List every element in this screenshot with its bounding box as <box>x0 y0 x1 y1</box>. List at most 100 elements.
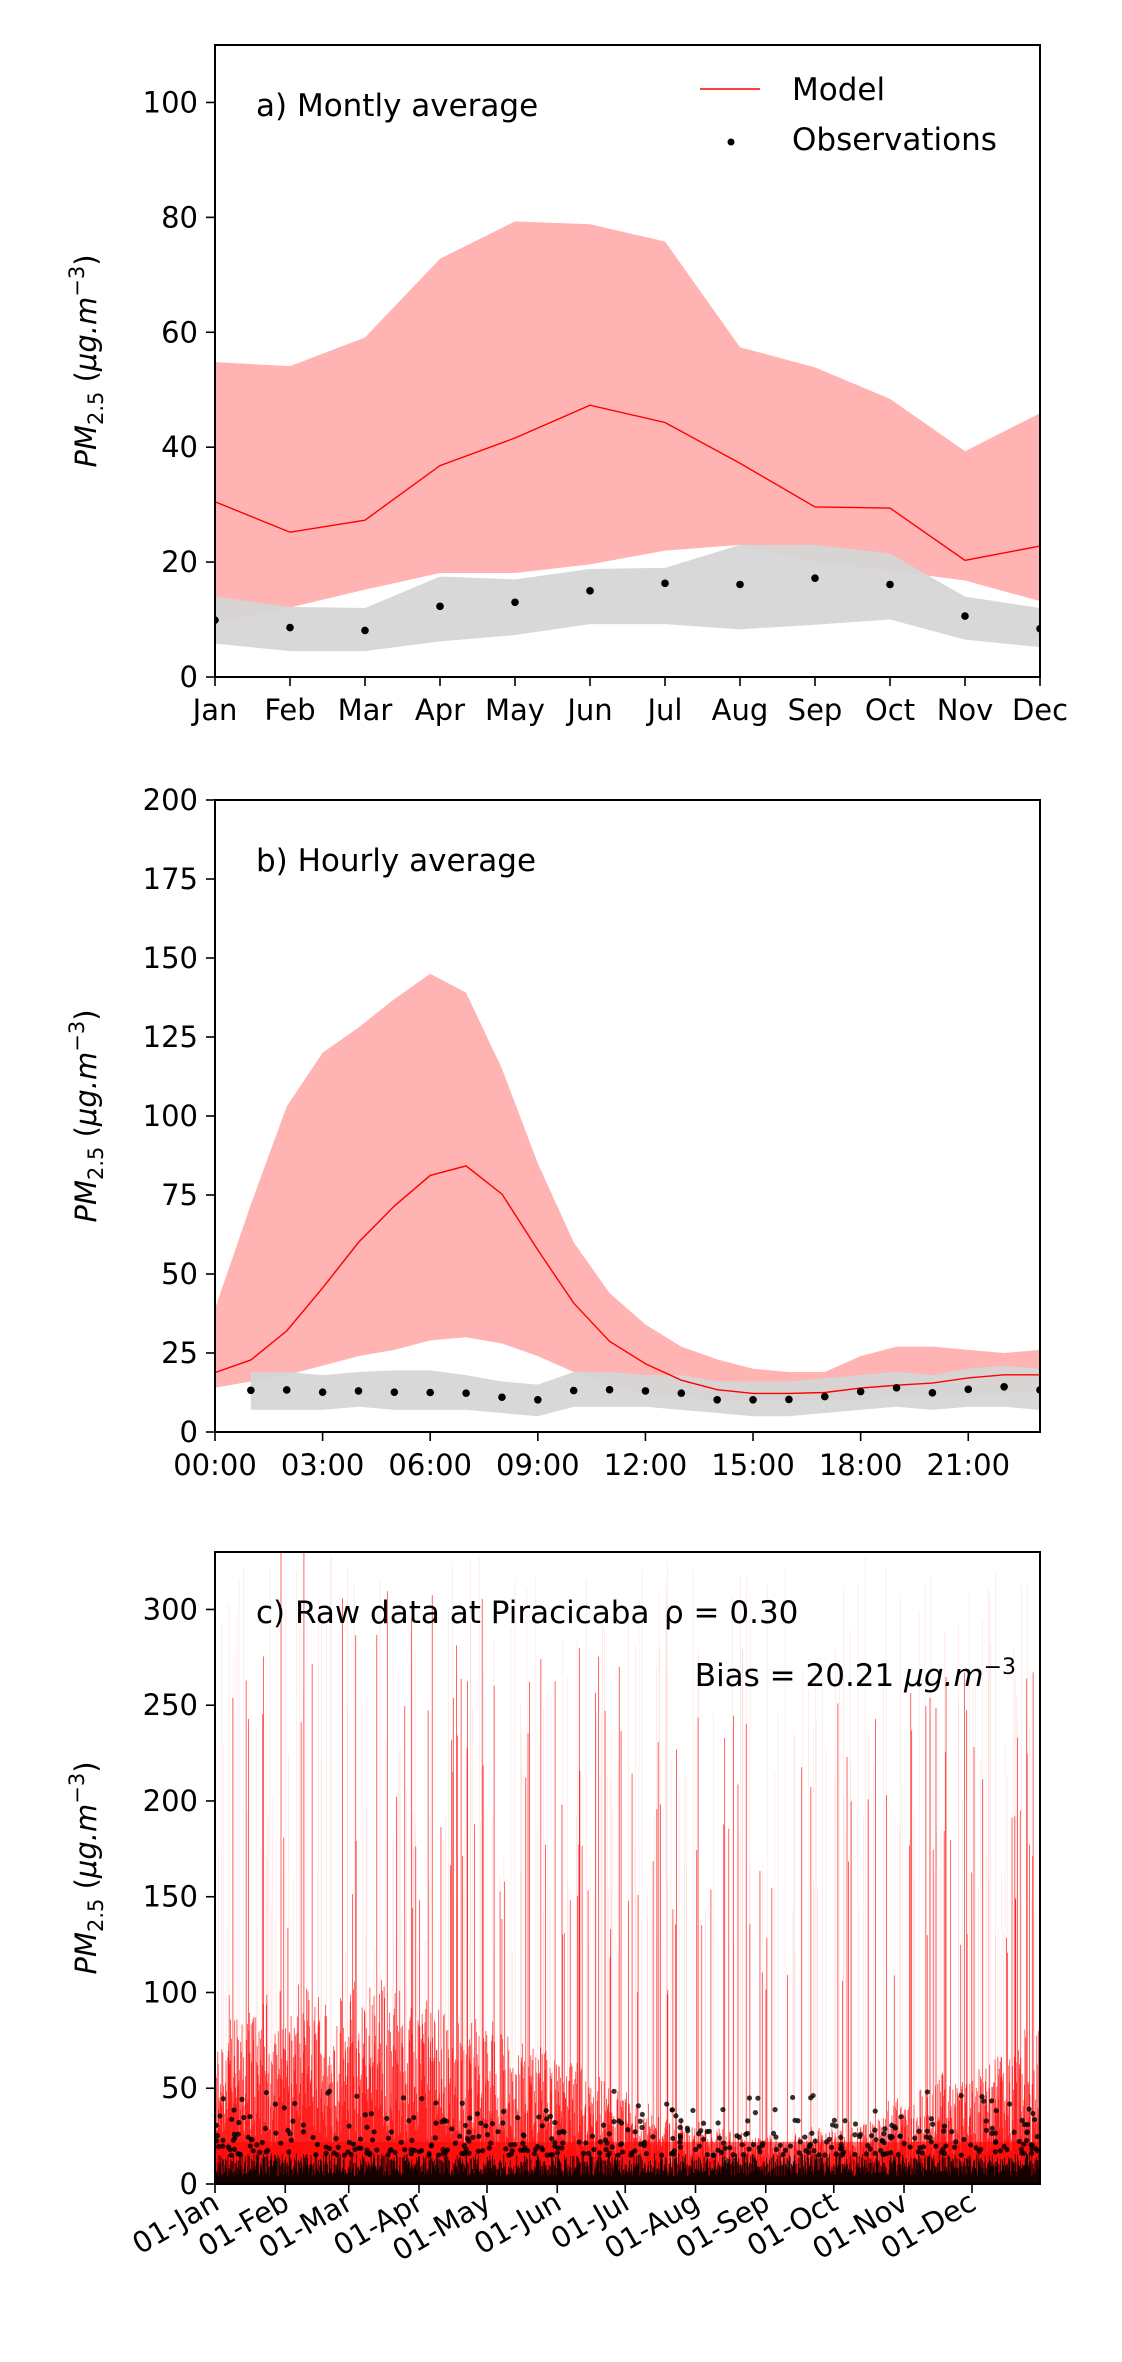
y-axis-label-b: PM2.5 (μg.m−3) <box>65 1009 108 1222</box>
observation-raw-point <box>924 2089 930 2095</box>
observation-raw-point <box>625 2127 631 2133</box>
observation-raw-point <box>488 2140 494 2146</box>
x-tick-label: 03:00 <box>281 1448 365 1482</box>
observation-raw-point <box>704 2152 710 2158</box>
observation-raw-point <box>560 2140 566 2146</box>
observation-raw-point <box>989 2098 995 2104</box>
observation-raw-point <box>364 2124 370 2130</box>
observation-raw-point <box>698 2128 704 2134</box>
observation-raw-point <box>533 2146 539 2152</box>
observation-raw-point <box>371 2129 377 2135</box>
observation-raw-point <box>611 2119 617 2125</box>
y-tick-label: 250 <box>143 1688 198 1722</box>
observation-raw-point <box>839 2151 846 2158</box>
observation-raw-point <box>797 2139 803 2145</box>
y-axis-label-a: PM2.5 (μg.m−3) <box>65 254 108 467</box>
observation-raw-point <box>1026 2106 1032 2112</box>
observation-point <box>661 579 669 588</box>
observation-raw-point <box>597 2139 603 2145</box>
observation-raw-point <box>286 2149 292 2155</box>
observation-raw-point <box>459 2150 465 2157</box>
observation-raw-point <box>589 2133 596 2139</box>
observation-raw-point <box>606 2131 612 2137</box>
observation-raw-point <box>868 2133 875 2139</box>
observation-raw-point <box>983 2127 989 2133</box>
observation-raw-point <box>583 2140 589 2146</box>
observation-raw-point <box>811 2148 817 2154</box>
observation-raw-point <box>543 2107 549 2114</box>
observation-raw-point <box>746 2146 752 2152</box>
observation-raw-point <box>452 2140 459 2146</box>
observation-raw-point <box>889 2122 895 2128</box>
observation-raw-point <box>576 2139 582 2145</box>
observation-raw-point <box>443 2118 450 2124</box>
model-raw-series <box>215 1552 1040 2184</box>
y-ticks-b: 0 25 50 75 100 125 150 175 200 <box>143 783 215 1449</box>
observation-raw-point <box>1028 2150 1035 2156</box>
observation-raw-point <box>560 2128 566 2135</box>
observation-raw-point <box>263 2089 269 2096</box>
observation-raw-point <box>500 2108 507 2115</box>
x-tick-label: 18:00 <box>819 1448 903 1482</box>
observation-raw-point <box>715 2147 721 2153</box>
observation-raw-point <box>247 2113 253 2120</box>
observation-raw-point <box>973 2145 979 2151</box>
observation-raw-point <box>795 2118 801 2124</box>
observation-raw-point <box>812 2138 818 2144</box>
observation-raw-point <box>459 2100 465 2106</box>
observation-raw-point <box>838 2142 844 2148</box>
observation-raw-point <box>231 2107 237 2113</box>
panel-a-monthly-average: 0 20 40 60 80 100 Jan Feb Mar Apr May Jun Jul Aug Sep… <box>65 44 1068 727</box>
observation-raw-point <box>352 2146 358 2153</box>
observation-point <box>318 1388 327 1396</box>
observation-raw-point <box>997 2148 1004 2154</box>
panel-c-title: c) Raw data at Piracicaba <box>256 1595 649 1631</box>
observation-raw-point <box>354 2093 360 2099</box>
y-tick-label: 50 <box>161 1257 198 1291</box>
observation-raw-point <box>489 2121 496 2127</box>
observation-raw-point <box>515 2115 521 2121</box>
observation-raw-point <box>522 2145 528 2151</box>
observation-raw-point <box>777 2142 783 2148</box>
observation-raw-point <box>928 2116 935 2122</box>
observation-raw-point <box>1024 2137 1030 2144</box>
observation-raw-point <box>780 2152 786 2158</box>
observation-raw-point <box>632 2148 638 2154</box>
observation-raw-point <box>838 2134 844 2140</box>
observation-raw-point <box>398 2139 404 2145</box>
observation-raw-point <box>833 2151 839 2157</box>
x-tick-label: Apr <box>415 693 465 727</box>
y-tick-label: 150 <box>143 941 198 975</box>
observation-raw-point <box>272 2101 279 2107</box>
observation-raw-point <box>981 2098 987 2104</box>
y-axis-label-c: PM2.5 (μg.m−3) <box>65 1761 108 1974</box>
observation-raw-point <box>263 2149 269 2155</box>
observation-raw-point <box>898 2114 904 2120</box>
observation-point <box>462 1389 470 1397</box>
x-tick-label: Jul <box>646 693 683 727</box>
observation-raw-point <box>943 2143 949 2149</box>
observation-raw-point <box>700 2120 707 2126</box>
observation-raw-point <box>639 2111 645 2118</box>
observation-raw-point <box>949 2128 955 2135</box>
x-tick-label: Jan <box>191 693 238 727</box>
observation-raw-point <box>895 2152 901 2158</box>
observation-raw-point <box>863 2151 870 2157</box>
observation-point <box>964 1385 973 1394</box>
observation-raw-point <box>628 2152 634 2158</box>
observation-raw-point <box>465 2136 471 2142</box>
observation-raw-point <box>486 2145 492 2151</box>
observation-point <box>856 1387 865 1396</box>
observation-point <box>961 612 969 620</box>
observation-raw-point <box>746 2095 752 2101</box>
x-tick-label: 12:00 <box>604 1448 688 1482</box>
observation-raw-point <box>290 2118 296 2124</box>
observation-raw-point <box>310 2134 316 2141</box>
observation-raw-point <box>961 2136 967 2143</box>
observation-raw-point <box>544 2152 550 2158</box>
observation-point <box>282 1386 291 1394</box>
observation-point <box>641 1387 650 1395</box>
observation-raw-point <box>547 2113 554 2119</box>
observation-raw-point <box>273 2130 279 2136</box>
observation-raw-point <box>1030 2110 1036 2117</box>
